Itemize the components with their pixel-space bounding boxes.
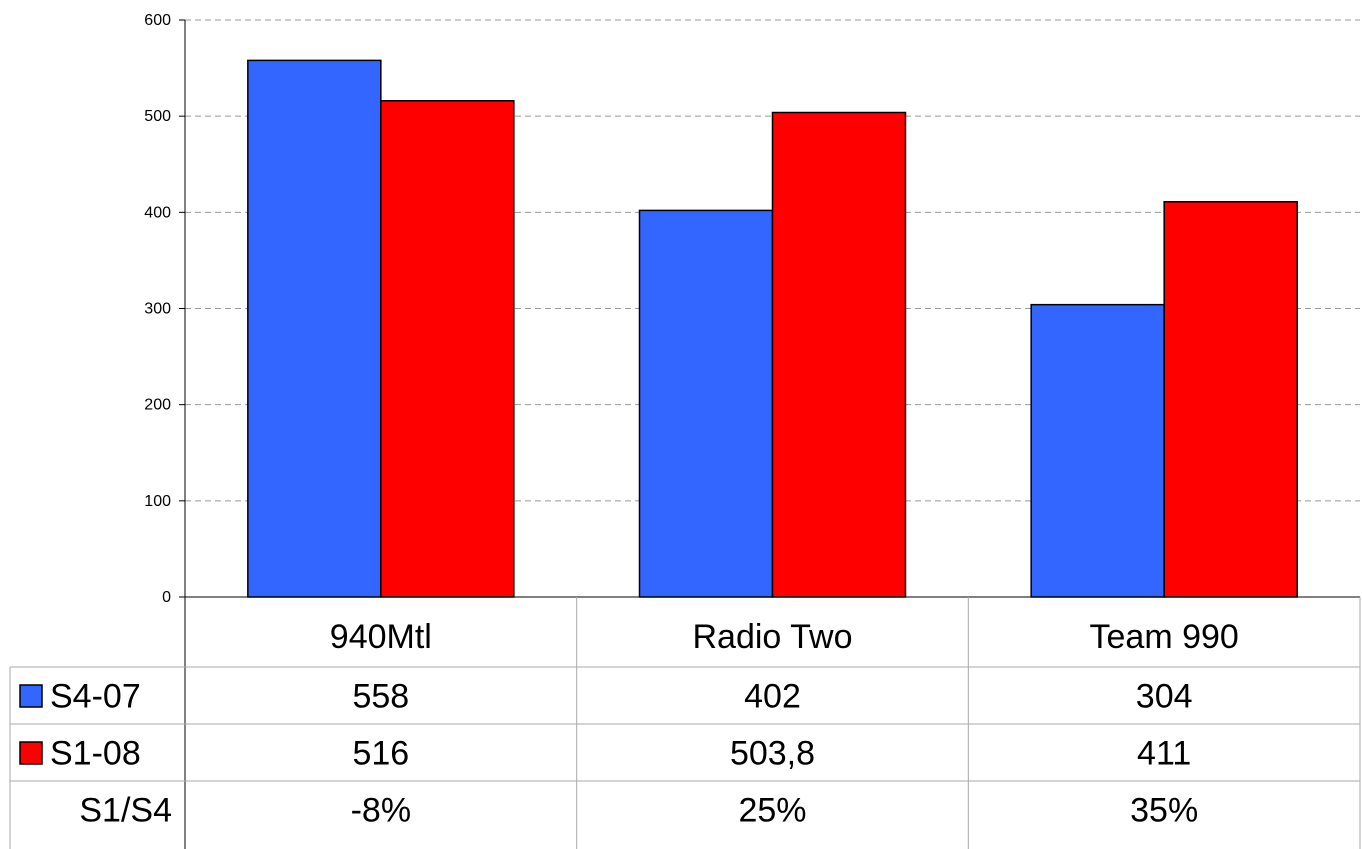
y-tick-label: 100 [144, 493, 171, 510]
legend-label-S4-07: S4-07 [50, 678, 141, 716]
bar-S4-07-Radio Two [638, 209, 774, 598]
row-label-S1/S4: S1/S4 [79, 792, 172, 830]
bars [247, 59, 1298, 598]
data-table: 940Mtl Radio Two Team 990 S4-07 558 402 304 S1-… [9, 596, 1361, 849]
table-cell: 304 [1136, 678, 1193, 716]
table-cell: 411 [1137, 735, 1191, 773]
y-tick-label: 300 [144, 301, 171, 318]
table-cell: 558 [352, 678, 409, 716]
bar-S1-08-940Mtl [380, 100, 515, 598]
bar-S1-08-Radio Two [771, 111, 907, 598]
category-label: Radio Two [692, 618, 852, 656]
bar-S4-07-940Mtl [247, 59, 382, 598]
y-tick-label: 0 [162, 589, 171, 606]
y-tick-label: 400 [144, 204, 171, 221]
table-cell: 516 [352, 735, 409, 773]
y-tick-label: 600 [144, 12, 171, 29]
y-tick-label: 500 [144, 108, 171, 125]
bar-S4-07-Team 990 [1030, 303, 1165, 598]
y-axis: 0 100 200 300 400 500 600 [144, 12, 186, 606]
table-cell: 503,8 [730, 735, 815, 773]
legend-label-S1-08: S1-08 [50, 735, 141, 773]
bar-S1-08-Team 990 [1163, 201, 1298, 598]
table-cell: 402 [744, 678, 801, 716]
category-label: 940Mtl [330, 618, 432, 656]
category-label: Team 990 [1090, 618, 1239, 656]
table-cell: -8% [351, 792, 411, 830]
legend-swatch-S4-07 [19, 684, 43, 708]
y-tick-label: 200 [144, 397, 171, 414]
legend-swatch-S1-08 [19, 741, 43, 765]
table-cell: 25% [738, 792, 806, 830]
table-cell: 35% [1130, 792, 1198, 830]
